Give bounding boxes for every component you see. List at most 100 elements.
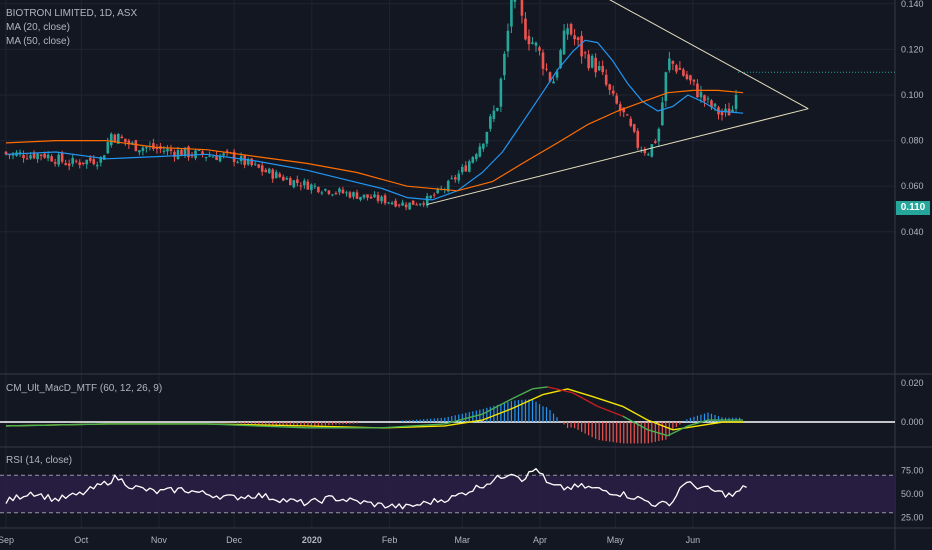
candle-body [524,18,527,40]
macd-histogram-bar [345,422,348,425]
macd-histogram-bar [416,419,418,422]
candle-body [418,203,422,205]
macd-histogram-bar [458,414,460,422]
candle-body [296,179,299,184]
candle-body [436,188,440,194]
candle-body [352,192,355,197]
candle-body [643,149,647,154]
candle-body [67,163,71,166]
ma20-legend[interactable]: MA (20, close) [6,22,70,33]
macd-histogram-bar [289,422,291,426]
candle-body [232,151,236,162]
macd-line-segment [647,429,669,437]
candle-body [625,114,629,116]
candle-body [78,162,82,166]
macd-histogram-bar [573,422,576,429]
macd-histogram-bar [700,414,702,422]
price-tick-label: 0.100 [901,90,924,100]
macd-histogram-bar [433,418,435,422]
candle-body [32,152,36,159]
macd-histogram-bar [640,422,642,444]
macd-histogram-bar [609,422,611,442]
macd-histogram-bar [616,422,618,443]
candle-body [8,154,11,156]
candle-body [131,142,134,144]
macd-legend[interactable]: CM_Ult_MacD_MTF (60, 12, 26, 9) [6,383,163,394]
rsi-legend[interactable]: RSI (14, close) [6,455,73,466]
macd-line-segment [5,423,107,427]
macd-histogram-bar [247,422,249,424]
candle-body [243,155,246,166]
macd-histogram-bar [707,412,709,422]
candle-body [632,124,636,132]
candle-body [675,65,678,72]
candle-body [250,158,253,166]
candle-body [661,102,664,126]
candle-body [552,81,555,84]
macd-histogram-bar [454,415,456,422]
candle-body [43,153,46,158]
candle-body [604,74,608,85]
price-tick-label: 0.120 [901,44,924,54]
ma50-legend[interactable]: MA (50, close) [6,36,70,47]
candle-body [636,130,640,148]
candle-body [36,153,39,160]
candle-body [520,0,524,16]
macd-histogram-bar [409,420,411,422]
macd-histogram-bar [437,418,439,422]
macd-histogram-bar [314,422,316,426]
candle-body [468,161,471,172]
candle-body [668,58,671,71]
candle-body [499,78,503,107]
candle-body [292,180,296,188]
candle-body [201,151,204,155]
candle-body [99,157,103,163]
macd-line-segment [687,419,709,427]
macd-histogram-bar [461,413,463,422]
candle-body [120,136,124,139]
macd-histogram-bar [489,406,491,422]
candle-body [274,172,278,179]
candle-body [724,108,727,113]
x-tick-label: Jun [686,535,701,545]
candle-body [692,79,696,82]
candle-body [629,118,633,126]
candle-body [618,104,622,111]
candle-body [257,164,261,168]
candle-body [580,35,583,57]
macd-histogram-bar [644,422,646,444]
candle-body [422,203,425,205]
candle-body [608,84,611,90]
candle-body [253,163,257,165]
macd-histogram-bar [535,401,537,422]
candle-body [390,202,394,205]
candle-body [64,163,67,165]
candle-body [145,147,148,149]
candle-body [324,188,327,191]
trendline-lower [427,108,809,205]
candle-body [415,204,418,206]
candle-body [453,177,457,180]
x-tick-label: Mar [455,535,471,545]
candle-body [113,134,117,142]
candle-body [394,200,397,207]
candle-body [432,194,436,196]
macd-histogram-bar [570,422,572,428]
candle-body [124,138,127,143]
macd-histogram-bar [426,418,428,422]
macd-tick-label: 0.000 [901,417,924,427]
symbol-legend[interactable]: BIOTRON LIMITED, 1D, ASX [6,8,138,19]
macd-histogram-bar [261,422,263,425]
macd-histogram-bar [637,422,639,444]
candle-body [215,155,218,161]
macd-histogram-bar [317,422,319,426]
candle-body [53,161,57,164]
candle-body [573,35,576,40]
macd-line-segment [512,388,533,400]
candle-body [583,52,587,54]
candle-body [678,67,682,70]
candle-body [92,159,96,165]
candle-body [264,169,268,173]
macd-histogram-bar [717,416,720,422]
